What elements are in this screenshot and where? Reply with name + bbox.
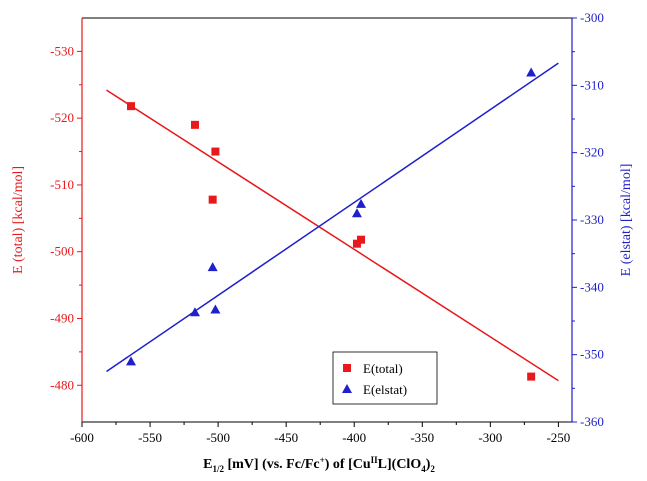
data-point-square (127, 102, 135, 111)
legend-marker-square (343, 364, 351, 372)
right-tick-label: -310 (580, 77, 604, 92)
legend-label: E(total) (363, 361, 403, 376)
data-point-square (190, 120, 199, 129)
x-axis-label-part: E (203, 457, 212, 472)
left-tick-label: -530 (50, 43, 74, 58)
x-tick-label: -300 (478, 430, 502, 445)
left-tick-label: -480 (50, 377, 74, 392)
x-tick-label: -550 (138, 430, 162, 445)
x-tick-label: -400 (342, 430, 366, 445)
right-tick-label: -320 (580, 145, 604, 160)
right-tick-label: -330 (580, 212, 604, 227)
left-axis-label: E (total) [kcal/mol] (11, 166, 26, 274)
data-point-triangle (189, 307, 200, 317)
fit-line (106, 89, 559, 382)
x-axis-label-part: ) (426, 457, 431, 472)
x-axis-label-part: [mV] (vs. Fc/Fc (224, 457, 320, 472)
legend-box (332, 351, 438, 405)
data-point-triangle (526, 67, 537, 77)
legend-label: E(elstat) (363, 382, 407, 397)
right-tick-label: -300 (580, 10, 604, 25)
x-tick-label: -600 (70, 430, 94, 445)
left-tick-label: -510 (50, 177, 74, 192)
x-axis-label-part: II (371, 455, 379, 465)
x-tick-label: -450 (274, 430, 298, 445)
right-tick-label: -350 (580, 347, 604, 362)
x-axis-label: E1/2 [mV] (vs. Fc/Fc+) of [CuIIL](ClO4)2 (203, 455, 435, 474)
data-point-square (352, 239, 361, 248)
legend: E(total) E(elstat) (332, 351, 438, 405)
plot-frame (81, 17, 573, 423)
data-point-triangle (207, 262, 218, 272)
x-axis-label-part: L](ClO (378, 457, 422, 472)
data-point-square (357, 235, 366, 244)
left-tick-label: -490 (50, 310, 74, 325)
fit-line (106, 62, 559, 373)
x-tick-label: -350 (410, 430, 434, 445)
x-axis-label-part: 1/2 (212, 464, 224, 474)
right-tick-label: -340 (580, 279, 604, 294)
x-axis-label-part: 2 (430, 464, 435, 474)
x-axis-label-part: ) of [Cu (325, 457, 371, 472)
data-point-square (211, 147, 220, 156)
data-point-square (527, 372, 536, 381)
right-tick-label: -360 (580, 414, 604, 429)
data-point-square (208, 195, 217, 204)
x-tick-label: -250 (546, 430, 570, 445)
data-point-triangle (356, 198, 367, 208)
x-axis-label-part: + (320, 455, 325, 465)
x-axis-label-part: 4 (421, 464, 426, 474)
data-point-triangle (351, 208, 362, 218)
left-tick-label: -500 (50, 244, 74, 259)
axis-labels: E (total) [kcal/mol] E (elstat) [kcal/mol… (11, 164, 634, 474)
data-point-triangle (210, 304, 221, 314)
left-tick-label: -520 (50, 110, 74, 125)
data-point-triangle (126, 356, 136, 366)
x-tick-label: -500 (206, 430, 230, 445)
legend-marker-triangle (342, 384, 352, 393)
fit-lines (106, 62, 559, 382)
data-points (126, 67, 537, 381)
axis-ticks: -600 -550 -500 -450 -400 -350 -300 -250 -480 -490… (50, 10, 604, 445)
right-axis-label: E (elstat) [kcal/mol] (619, 164, 634, 277)
